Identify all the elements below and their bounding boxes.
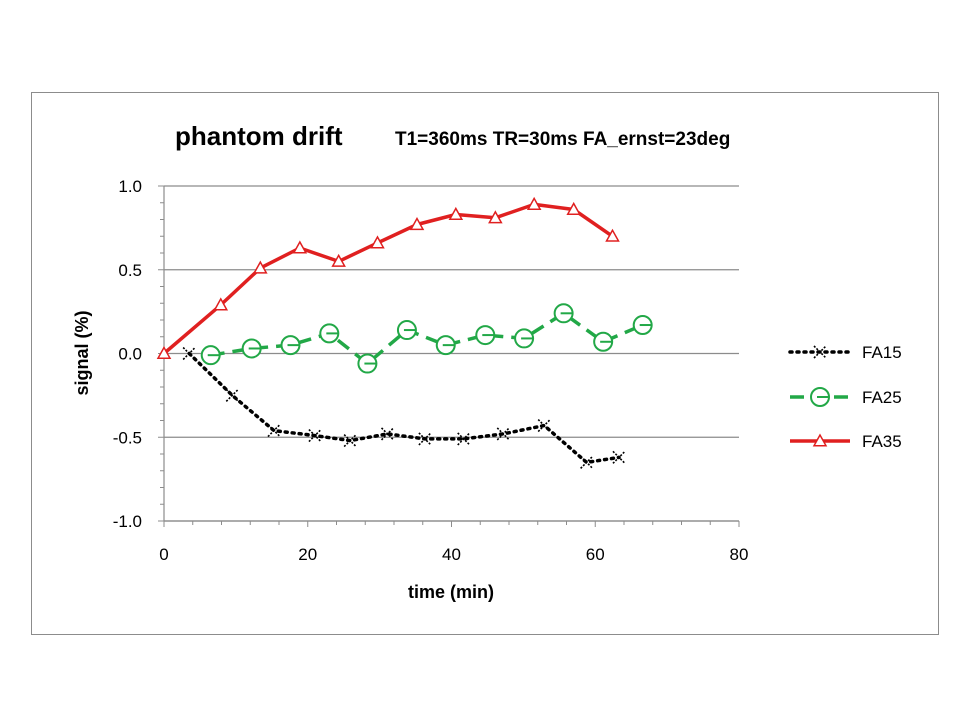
data-point-fa25: [475, 325, 496, 346]
data-point-fa35: [488, 210, 503, 224]
data-point-fa15: [580, 455, 594, 469]
y-tick-label: 0.0: [118, 345, 142, 364]
y-axis-title: signal (%): [72, 310, 92, 395]
marker-stroke: [267, 423, 281, 438]
data-point-fa25: [280, 335, 301, 356]
data-point-fa15: [182, 346, 196, 361]
axis-layer: -1.0 -0.5 0.0 0.5 1.0 0 20 40 60 80: [113, 177, 749, 564]
marker-stroke: [308, 429, 322, 443]
chart-subtitle: T1=360ms TR=30ms FA_ernst=23deg: [395, 129, 730, 150]
x-tick-label: 20: [298, 545, 317, 564]
marker-stroke: [580, 455, 594, 469]
marker-stroke: [496, 427, 510, 441]
data-point-fa15: [308, 429, 322, 443]
legend-label-fa25: FA25: [862, 388, 902, 407]
y-tick-label: 0.5: [118, 261, 142, 280]
data-point-fa25: [553, 303, 574, 324]
x-tick-label: 60: [586, 545, 605, 564]
marker-stroke: [182, 346, 196, 361]
chart-title: phantom drift: [175, 121, 343, 151]
legend-label-fa35: FA35: [862, 432, 902, 451]
data-point-fa15: [418, 432, 432, 446]
data-point-fa25: [357, 353, 378, 374]
data-point-fa15: [380, 427, 395, 441]
marker-stroke: [343, 434, 357, 448]
data-point-fa15: [225, 388, 239, 402]
series-line-fa25: [210, 311, 644, 366]
data-point-fa35: [370, 235, 385, 249]
data-point-fa35: [566, 201, 581, 215]
chart-frame: [31, 92, 939, 635]
y-tick-label: 1.0: [118, 177, 142, 196]
data-point-fa35: [331, 253, 346, 267]
series-layer: [156, 196, 653, 469]
legend-marker-fa15: [813, 345, 827, 359]
data-point-fa25: [435, 335, 456, 356]
data-point-fa35: [605, 228, 620, 242]
data-point-fa15: [343, 434, 357, 448]
data-point-fa35: [526, 196, 542, 210]
data-point-fa25: [319, 323, 340, 344]
data-point-fa25: [200, 345, 221, 366]
y-tick-label: -1.0: [113, 512, 142, 531]
data-point-fa25: [593, 331, 614, 352]
marker-stroke: [380, 427, 395, 441]
data-point-fa15: [612, 450, 626, 464]
data-point-fa25: [396, 320, 417, 341]
data-point-fa35: [292, 240, 308, 254]
data-point-fa35: [156, 345, 172, 360]
legend-marker-fa25: [810, 387, 830, 407]
x-tick-label: 40: [442, 545, 461, 564]
legend-label-fa15: FA15: [862, 343, 902, 362]
x-tick-label: 0: [159, 545, 168, 564]
series-line-fa15: [187, 351, 621, 465]
x-tick-label: 80: [730, 545, 749, 564]
data-point-fa35: [213, 297, 229, 311]
marker-stroke: [457, 432, 471, 446]
data-point-fa35: [448, 206, 464, 221]
data-point-fa35: [409, 216, 425, 231]
data-point-fa15: [457, 432, 471, 446]
x-axis-title: time (min): [408, 582, 494, 602]
marker-stroke: [813, 345, 827, 359]
data-point-fa15: [267, 423, 281, 438]
data-point-fa15: [537, 418, 551, 433]
data-point-fa15: [496, 427, 510, 441]
data-point-fa25: [241, 338, 262, 359]
marker-stroke: [612, 450, 626, 464]
legend-marker-fa35: [812, 433, 828, 447]
data-point-fa25: [632, 315, 653, 336]
data-point-fa25: [514, 328, 535, 349]
marker-stroke: [537, 418, 551, 433]
y-tick-label: -0.5: [113, 428, 142, 447]
series-line-fa35: [162, 202, 614, 355]
data-point-fa35: [253, 260, 268, 274]
legend: FA15 FA25 FA35: [788, 343, 902, 451]
marker-stroke: [225, 388, 239, 402]
marker-stroke: [418, 432, 432, 446]
